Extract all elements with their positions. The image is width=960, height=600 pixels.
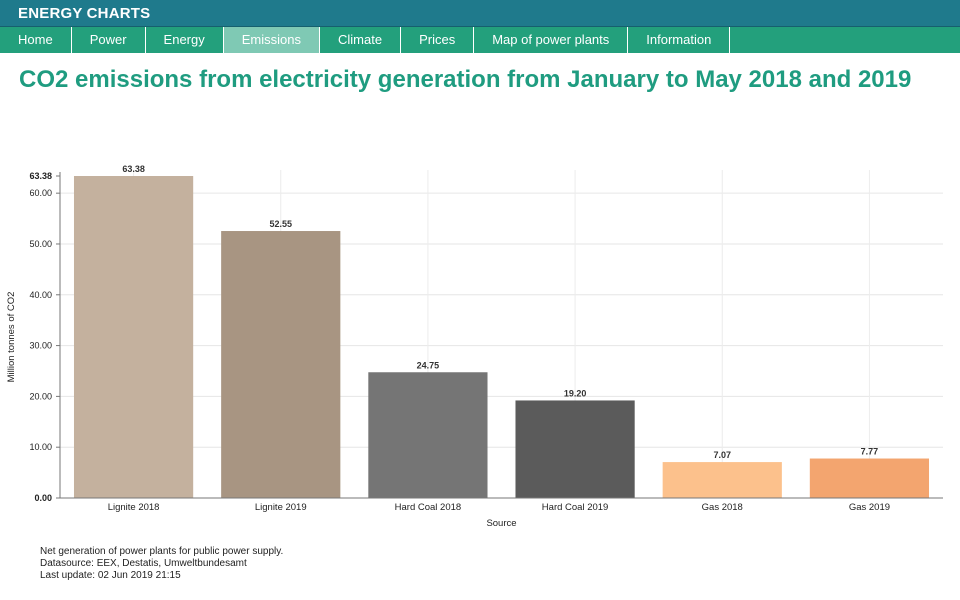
- nav-item-prices[interactable]: Prices: [401, 27, 475, 53]
- bar-lignite-2018: [73, 176, 194, 498]
- bar-lignite-2019: [221, 231, 341, 498]
- y-tick-label: 50.00: [29, 239, 52, 249]
- bar-hard-coal-2019: [515, 400, 635, 498]
- footer-note-net-generation: Net generation of power plants for publi…: [40, 546, 284, 557]
- chart-grid: [60, 170, 943, 498]
- y-tick-label: 20.00: [29, 391, 52, 401]
- main-navigation: Home Power Energy Emissions Climate Pric…: [0, 27, 960, 53]
- x-tick-label: Hard Coal 2019: [542, 502, 609, 513]
- y-axis-title: Million tonnes of CO2: [6, 292, 17, 383]
- page-title: CO2 emissions from electricity generatio…: [19, 66, 912, 93]
- bar-hard-coal-2018: [368, 372, 488, 498]
- x-tick-label: Gas 2018: [702, 502, 743, 513]
- bar-value-label: 7.07: [713, 450, 731, 460]
- top-header-bar: ENERGY CHARTS: [0, 0, 960, 27]
- nav-item-emissions[interactable]: Emissions: [223, 27, 320, 53]
- emissions-bar-chart: 63.38 Lignite 2018 52.55 Lignite 2019 24.75 H…: [6, 164, 943, 529]
- y-tick-label: 10.00: [29, 442, 52, 452]
- chart-footer-notes: Net generation of power plants for publi…: [40, 546, 283, 582]
- x-axis-title: Source: [486, 518, 516, 529]
- y-tick-label: 40.00: [29, 290, 52, 300]
- x-tick-label: Lignite 2019: [255, 502, 307, 513]
- y-tick-label: 30.00: [29, 341, 52, 351]
- nav-item-energy[interactable]: Energy: [146, 27, 224, 53]
- x-tick-label: Gas 2019: [849, 502, 890, 513]
- nav-item-power[interactable]: Power: [72, 27, 146, 53]
- bar-gas-2018: [662, 462, 782, 498]
- chart-bars: [73, 176, 930, 498]
- nav-item-map-of-power-plants[interactable]: Map of power plants: [474, 27, 629, 53]
- x-tick-label: Lignite 2018: [108, 502, 160, 513]
- chart-axes: 0.00 10.00 20.00 30.00 40.00 50.00 60.00 63.38 S…: [6, 171, 943, 529]
- nav-item-home[interactable]: Home: [0, 27, 72, 53]
- footer-note-datasource: Datasource: EEX, Destatis, Umweltbundesa…: [40, 558, 247, 569]
- bar-value-label: 24.75: [417, 360, 440, 370]
- brand-logo-text[interactable]: ENERGY CHARTS: [18, 5, 151, 22]
- bar-gas-2019: [809, 458, 930, 498]
- bar-value-label: 63.38: [122, 164, 145, 174]
- bar-value-label: 52.55: [269, 219, 292, 229]
- x-tick-label: Hard Coal 2018: [395, 502, 462, 513]
- chart-labels: 63.38 Lignite 2018 52.55 Lignite 2019 24.75 H…: [108, 164, 890, 513]
- y-tick-label: 60.00: [29, 188, 52, 198]
- bar-value-label: 7.77: [861, 447, 879, 457]
- y-tick-label: 0.00: [34, 493, 52, 503]
- nav-item-climate[interactable]: Climate: [320, 27, 402, 53]
- footer-note-last-update: Last update: 02 Jun 2019 21:15: [40, 570, 181, 581]
- nav-item-information[interactable]: Information: [628, 27, 731, 53]
- bar-value-label: 19.20: [564, 388, 587, 398]
- y-max-label: 63.38: [29, 171, 52, 181]
